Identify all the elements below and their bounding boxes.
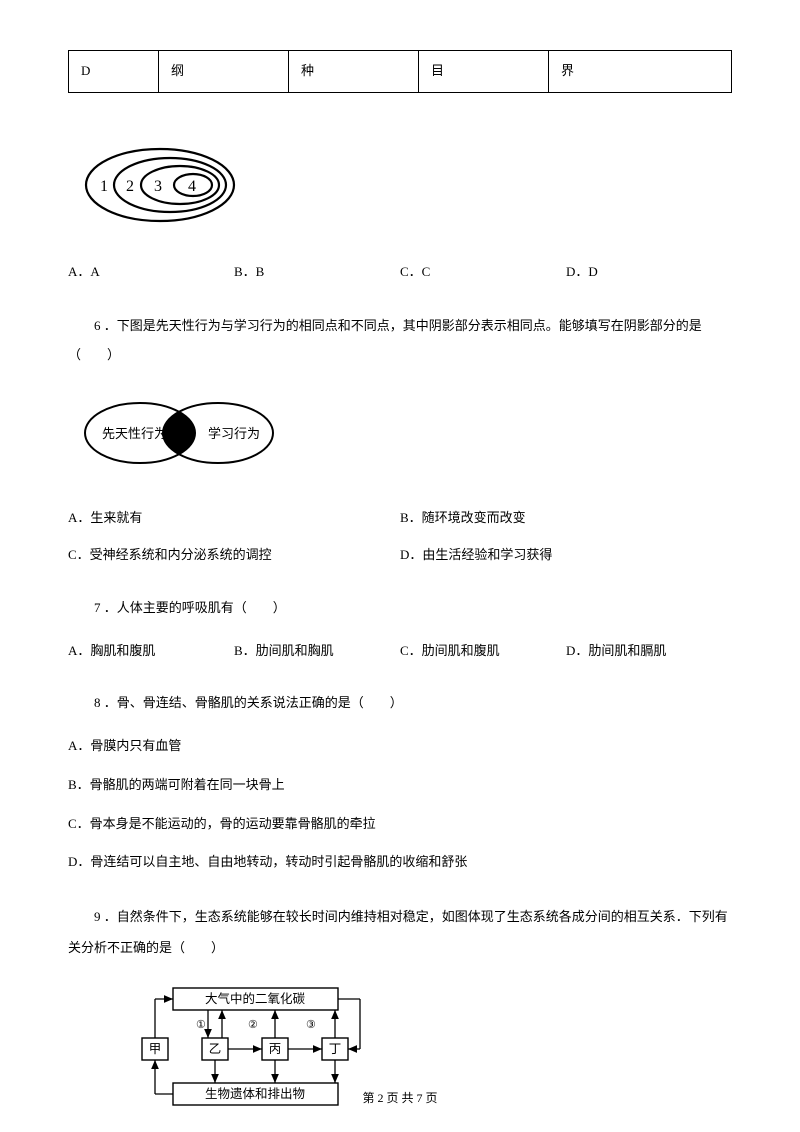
venn-diagram: 先天性行为 学习行为 bbox=[68, 388, 732, 485]
q9-stem: 9 ．自然条件下，生态系统能够在较长时间内维持相对稳定，如图体现了生态系统各成分… bbox=[68, 901, 732, 963]
q7-stem: 7 ．人体主要的呼吸肌有（ ） bbox=[68, 594, 732, 623]
q8-stem: 8 ．骨、骨连结、骨骼肌的关系说法正确的是（ ） bbox=[68, 689, 732, 718]
svg-text:②: ② bbox=[248, 1019, 258, 1031]
q8-option-d: D．骨连结可以自主地、自由地转动，转动时引起骨骼肌的收缩和舒张 bbox=[68, 852, 732, 873]
ellipse-label-2: 2 bbox=[126, 178, 134, 195]
table-row: D 纲 种 目 界 bbox=[69, 51, 732, 93]
q6-option-b: B．随环境改变而改变 bbox=[400, 508, 732, 529]
svg-text:乙: 乙 bbox=[209, 1042, 222, 1056]
cell: 目 bbox=[419, 51, 549, 93]
option-d: D．D bbox=[566, 262, 732, 283]
svg-text:①: ① bbox=[196, 1019, 206, 1031]
q7-option-a: A．胸肌和腹肌 bbox=[68, 641, 234, 662]
q7-option-c: C．肋间肌和腹肌 bbox=[400, 641, 566, 662]
q6-stem: 6 ．下图是先天性行为与学习行为的相同点和不同点，其中阴影部分表示相同点。能够填… bbox=[68, 312, 732, 369]
q6-option-c: C．受神经系统和内分泌系统的调控 bbox=[68, 545, 400, 566]
svg-text:③: ③ bbox=[306, 1019, 316, 1031]
svg-text:丁: 丁 bbox=[329, 1042, 342, 1056]
q7-options-row: A．胸肌和腹肌 B．肋间肌和胸肌 C．肋间肌和腹肌 D．肋间肌和膈肌 bbox=[68, 641, 732, 662]
q5-options-row: A．A B．B C．C D．D bbox=[68, 262, 732, 283]
cell: 界 bbox=[549, 51, 732, 93]
option-a: A．A bbox=[68, 262, 234, 283]
option-b: B．B bbox=[234, 262, 400, 283]
svg-text:大气中的二氧化碳: 大气中的二氧化碳 bbox=[205, 991, 306, 1006]
venn-right-label: 学习行为 bbox=[208, 426, 260, 441]
cell: 纲 bbox=[159, 51, 289, 93]
q8-option-a: A．骨膜内只有血管 bbox=[68, 736, 732, 757]
q7-option-b: B．肋间肌和胸肌 bbox=[234, 641, 400, 662]
ellipse-label-3: 3 bbox=[154, 178, 162, 195]
ellipse-label-4: 4 bbox=[188, 178, 196, 195]
option-c: C．C bbox=[400, 262, 566, 283]
q7-option-d: D．肋间肌和膈肌 bbox=[566, 641, 732, 662]
q8-option-c: C．骨本身是不能运动的，骨的运动要靠骨骼肌的牵拉 bbox=[68, 814, 732, 835]
concentric-ellipse-diagram: 1 2 3 4 bbox=[78, 143, 732, 234]
classification-table: D 纲 种 目 界 bbox=[68, 50, 732, 93]
q8-option-b: B．骨骼肌的两端可附着在同一块骨上 bbox=[68, 775, 732, 796]
ellipse-label-1: 1 bbox=[100, 178, 108, 195]
q6-option-a: A．生来就有 bbox=[68, 508, 400, 529]
venn-left-label: 先天性行为 bbox=[102, 426, 167, 441]
cell: 种 bbox=[289, 51, 419, 93]
q6-options-row1: A．生来就有 B．随环境改变而改变 bbox=[68, 508, 732, 529]
q6-option-d: D．由生活经验和学习获得 bbox=[400, 545, 732, 566]
q6-options-row2: C．受神经系统和内分泌系统的调控 D．由生活经验和学习获得 bbox=[68, 545, 732, 566]
cell-option: D bbox=[69, 51, 159, 93]
page-footer: 第 2 页 共 7 页 bbox=[0, 1089, 800, 1108]
svg-text:丙: 丙 bbox=[269, 1042, 282, 1056]
svg-text:甲: 甲 bbox=[149, 1042, 162, 1056]
